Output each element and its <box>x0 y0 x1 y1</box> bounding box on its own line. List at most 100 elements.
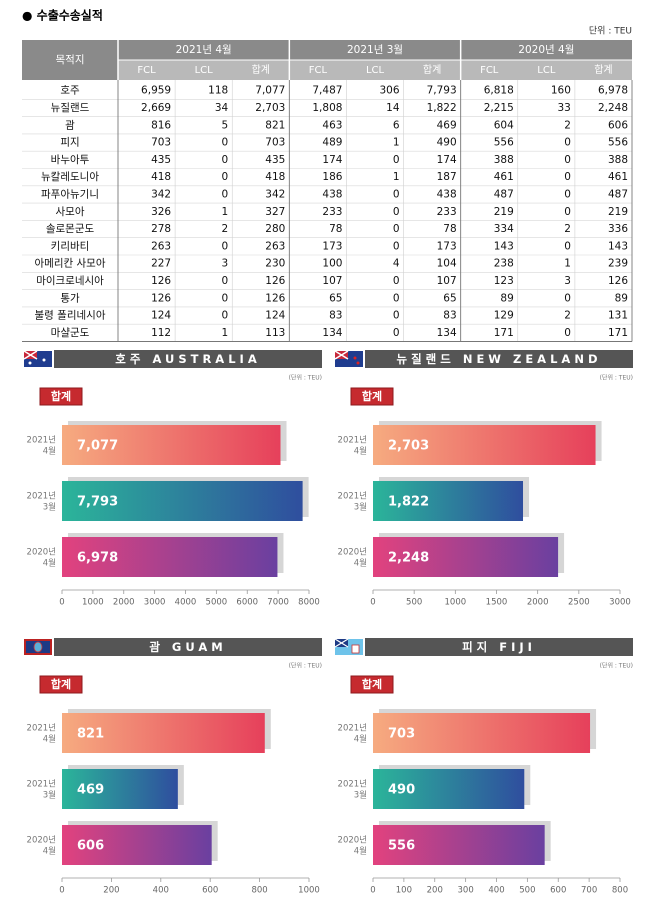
x-tick-label: 0 <box>370 886 375 896</box>
row-name: 사모아 <box>56 206 85 218</box>
cell-value: 461 <box>608 171 628 183</box>
table-corner: 목적지 <box>56 54 85 66</box>
cell-value: 6,818 <box>484 85 514 97</box>
badge-label: 합계 <box>362 389 382 403</box>
cell-value: 0 <box>564 327 571 339</box>
cell-value: 0 <box>222 275 229 287</box>
bar-value-label: 556 <box>388 839 415 854</box>
sub-header: FCL <box>309 65 328 76</box>
table-subheader-bg <box>118 60 632 80</box>
cell-value: 0 <box>222 154 229 166</box>
cell-value: 1 <box>393 171 400 183</box>
cell-value: 7,487 <box>312 85 342 97</box>
x-tick-label: 200 <box>103 886 119 896</box>
cell-value: 703 <box>265 137 285 149</box>
cell-value: 388 <box>608 154 628 166</box>
cell-value: 0 <box>393 292 400 304</box>
cell-value: 2,248 <box>598 102 628 114</box>
cell-value: 0 <box>564 137 571 149</box>
cell-value: 2,215 <box>484 102 514 114</box>
x-tick-label: 4000 <box>175 598 197 608</box>
category-label: 2021년 3월 <box>338 490 367 512</box>
row-name: 키리바티 <box>51 240 90 252</box>
cell-value: 238 <box>494 258 514 270</box>
page-title: ● 수출수송실적 <box>22 8 103 23</box>
chart-unit: (단위 : TEU) <box>289 662 322 670</box>
cell-value: 703 <box>151 137 171 149</box>
cell-value: 0 <box>222 137 229 149</box>
cell-value: 0 <box>393 188 400 200</box>
bar-value-label: 7,077 <box>77 439 118 454</box>
row-name: 괌 <box>65 119 75 131</box>
row-name: 호주 <box>60 85 80 97</box>
badge-bg <box>39 675 83 694</box>
cell-value: 89 <box>500 292 513 304</box>
bar-value-label: 606 <box>77 839 104 854</box>
cell-value: 606 <box>608 119 628 131</box>
x-tick-label: 1000 <box>82 598 104 608</box>
bar <box>373 825 545 865</box>
row-name: 솔로몬군도 <box>46 223 95 235</box>
cell-value: 7,077 <box>255 85 285 97</box>
cell-value: 263 <box>265 240 285 252</box>
cell-value: 306 <box>380 85 400 97</box>
x-tick-label: 5000 <box>206 598 228 608</box>
cell-value: 0 <box>564 154 571 166</box>
badge-bg <box>350 675 394 694</box>
category-label: 2020년 4월 <box>27 546 56 568</box>
cell-value: 435 <box>151 154 171 166</box>
cell-value: 0 <box>564 171 571 183</box>
group-header: 2021년 4월 <box>176 44 232 56</box>
cell-value: 219 <box>494 206 514 218</box>
cell-value: 336 <box>608 223 628 235</box>
cell-value: 1,808 <box>312 102 342 114</box>
flag-australia <box>23 350 52 367</box>
chart-header-bg <box>54 350 322 368</box>
cell-value: 83 <box>443 310 456 322</box>
cell-value: 2 <box>222 223 229 235</box>
bar <box>62 825 212 865</box>
cell-value: 126 <box>265 292 285 304</box>
cell-value: 1 <box>393 137 400 149</box>
cell-value: 2 <box>564 119 571 131</box>
cell-value: 0 <box>393 310 400 322</box>
cell-value: 227 <box>151 258 171 270</box>
cell-value: 326 <box>151 206 171 218</box>
cell-value: 0 <box>393 275 400 287</box>
x-tick-label: 6000 <box>236 598 258 608</box>
category-label: 2020년 4월 <box>338 546 367 568</box>
x-tick-label: 600 <box>550 886 566 896</box>
bar-value-label: 490 <box>388 783 415 798</box>
cell-value: 126 <box>608 275 628 287</box>
cell-value: 0 <box>564 206 571 218</box>
cell-value: 171 <box>494 327 514 339</box>
cell-value: 123 <box>494 275 514 287</box>
cell-value: 131 <box>608 310 628 322</box>
cell-value: 112 <box>151 327 171 339</box>
cell-value: 174 <box>322 154 342 166</box>
cell-value: 118 <box>208 85 228 97</box>
cell-value: 438 <box>437 188 457 200</box>
cell-value: 65 <box>443 292 456 304</box>
sub-header: 합계 <box>423 64 441 76</box>
cell-value: 78 <box>443 223 456 235</box>
cell-value: 280 <box>265 223 285 235</box>
cell-value: 0 <box>222 292 229 304</box>
row-name: 아메리칸 사모아 <box>35 258 106 270</box>
x-tick-label: 1000 <box>445 598 467 608</box>
x-tick-label: 500 <box>519 886 535 896</box>
cell-value: 604 <box>494 119 514 131</box>
sub-header: FCL <box>137 65 156 76</box>
category-label: 2021년 4월 <box>27 722 56 744</box>
cell-value: 34 <box>215 102 229 114</box>
x-tick-label: 8000 <box>298 598 320 608</box>
category-label: 2021년 3월 <box>27 490 56 512</box>
badge-label: 합계 <box>362 677 382 691</box>
chart-title: 괌 GUAM <box>149 640 226 654</box>
cell-value: 33 <box>558 102 571 114</box>
x-tick-label: 1500 <box>486 598 508 608</box>
cell-value: 219 <box>608 206 628 218</box>
cell-value: 0 <box>393 240 400 252</box>
